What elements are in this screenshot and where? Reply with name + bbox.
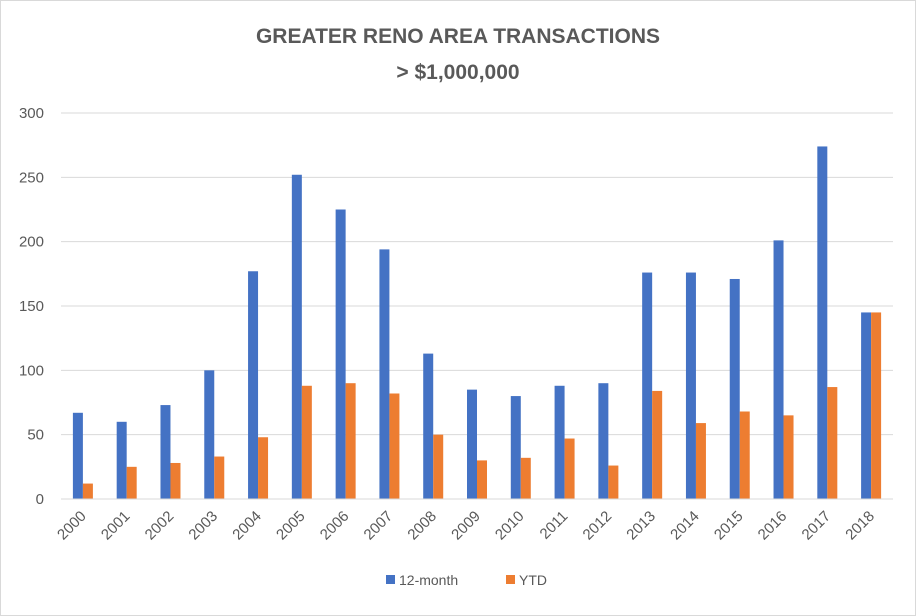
bar-ytd-2011 xyxy=(564,438,575,499)
x-tick-label: 2011 xyxy=(537,508,572,543)
legend-label-ytd: YTD xyxy=(519,572,547,588)
bar-ytd-2018 xyxy=(871,312,882,499)
gridlines xyxy=(61,112,893,436)
bar-12-month-2003 xyxy=(204,370,215,499)
bar-12-month-2015 xyxy=(729,278,740,499)
bar-ytd-2012 xyxy=(608,465,619,499)
bar-ytd-2000 xyxy=(82,483,93,499)
bar-12-month-2011 xyxy=(554,385,565,499)
chart-subtitle: > $1,000,000 xyxy=(396,61,519,84)
bar-12-month-2013 xyxy=(642,272,653,499)
bars xyxy=(72,146,882,499)
y-tick-label: 100 xyxy=(19,362,44,379)
bar-ytd-2016 xyxy=(783,415,794,499)
bar-12-month-2014 xyxy=(685,272,696,499)
x-tick-label: 2006 xyxy=(317,508,353,544)
bar-ytd-2005 xyxy=(301,385,312,499)
x-tick-label: 2008 xyxy=(404,508,440,544)
bar-ytd-2003 xyxy=(214,456,225,499)
legend-swatch-12-month xyxy=(386,575,395,584)
x-tick-label: 2017 xyxy=(799,508,835,544)
bar-ytd-2009 xyxy=(477,460,487,499)
x-tick-label: 2010 xyxy=(492,508,528,544)
bar-ytd-2002 xyxy=(170,462,181,499)
bar-ytd-2014 xyxy=(695,423,706,499)
x-tick-label: 2000 xyxy=(54,508,90,544)
y-axis-ticks: 0 50 100 150 200 250 300 xyxy=(19,105,44,508)
x-tick-label: 2001 xyxy=(98,508,134,544)
x-tick-label: 2007 xyxy=(361,508,397,544)
x-tick-label: 2002 xyxy=(142,508,178,544)
x-tick-label: 2018 xyxy=(842,508,878,544)
bar-ytd-2004 xyxy=(258,437,269,499)
y-tick-label: 50 xyxy=(27,427,44,444)
bar-12-month-2009 xyxy=(467,389,477,499)
y-tick-label: 300 xyxy=(19,105,44,122)
bar-12-month-2005 xyxy=(291,174,302,499)
bar-12-month-2004 xyxy=(248,271,259,499)
bar-12-month-2001 xyxy=(116,421,127,499)
bar-ytd-2001 xyxy=(126,466,137,499)
x-tick-label: 2004 xyxy=(229,508,265,544)
bar-ytd-2008 xyxy=(433,434,444,499)
bar-ytd-2013 xyxy=(652,390,663,499)
y-tick-label: 150 xyxy=(19,298,44,315)
legend: 12-month YTD xyxy=(386,572,547,588)
bar-12-month-2008 xyxy=(423,353,434,499)
bar-ytd-2010 xyxy=(520,457,531,499)
y-tick-label: 250 xyxy=(19,169,44,186)
bar-ytd-2015 xyxy=(739,411,750,499)
bar-12-month-2012 xyxy=(598,383,609,499)
x-tick-label: 2009 xyxy=(448,508,484,544)
bar-12-month-2002 xyxy=(160,405,171,499)
x-tick-label: 2013 xyxy=(623,508,659,544)
y-tick-label: 0 xyxy=(36,491,44,508)
y-tick-label: 200 xyxy=(19,234,44,251)
bar-12-month-2016 xyxy=(773,240,784,499)
bar-ytd-2007 xyxy=(389,393,400,499)
chart-title: GREATER RENO AREA TRANSACTIONS xyxy=(256,25,660,48)
bar-12-month-2018 xyxy=(861,312,872,499)
bar-ytd-2017 xyxy=(827,387,838,499)
x-tick-label: 2005 xyxy=(273,508,309,544)
legend-swatch-ytd xyxy=(506,575,515,584)
x-tick-label: 2016 xyxy=(755,508,791,544)
x-tick-label: 2003 xyxy=(185,508,221,544)
x-tick-label: 2012 xyxy=(580,508,616,544)
x-tick-label: 2015 xyxy=(711,508,747,544)
bar-12-month-2010 xyxy=(510,396,521,499)
bar-12-month-2017 xyxy=(817,146,828,499)
bar-12-month-2006 xyxy=(335,209,346,499)
x-tick-label: 2014 xyxy=(667,508,703,544)
legend-label-12-month: 12-month xyxy=(399,572,458,588)
bar-12-month-2007 xyxy=(379,249,390,499)
bar-12-month-2000 xyxy=(72,412,83,499)
bar-ytd-2006 xyxy=(345,383,356,499)
x-axis-ticks: 2000 2001 2002 2003 2004 2005 2006 2007 2008 2009… xyxy=(54,508,878,544)
